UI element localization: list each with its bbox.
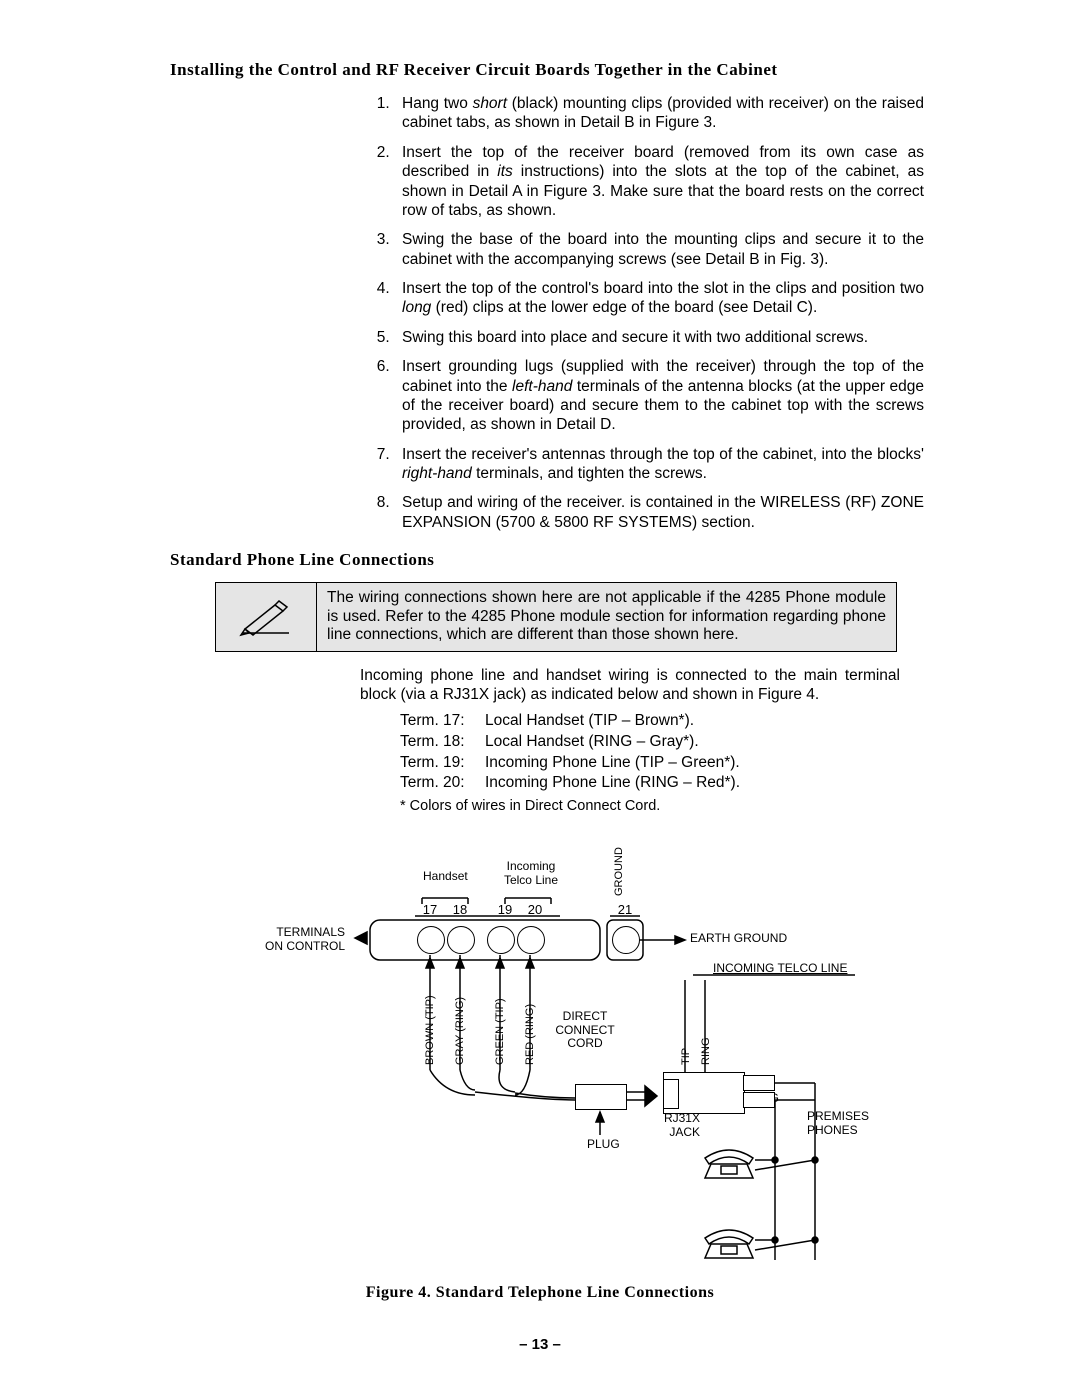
label-red: RED (RING) xyxy=(524,1004,536,1065)
footnote: * Colors of wires in Direct Connect Cord… xyxy=(400,798,910,814)
label-gray: GRAY (RING) xyxy=(454,997,466,1065)
label-green: GREEN (TIP) xyxy=(494,999,506,1066)
label-ground: GROUND xyxy=(613,847,625,896)
list-item: Insert the receiver's antennas through t… xyxy=(394,445,924,484)
term-num: 21 xyxy=(615,902,635,917)
label-handset: Handset xyxy=(423,870,468,883)
label-brown: BROWN (TIP) xyxy=(424,996,436,1066)
label-direct-connect: DIRECTCONNECTCORD xyxy=(555,1010,615,1050)
list-item: Insert the top of the control's board in… xyxy=(394,279,924,318)
page-number: – 13 – xyxy=(170,1336,910,1353)
document-page: Installing the Control and RF Receiver C… xyxy=(0,0,1080,1397)
list-item: Insert grounding lugs (supplied with the… xyxy=(394,357,924,435)
plug-box xyxy=(575,1084,627,1110)
label-earth-ground: EARTH GROUND xyxy=(690,932,787,945)
terminal-table: Term. 17:Local Handset (TIP – Brown*). T… xyxy=(400,711,910,795)
jack-ring-port xyxy=(743,1092,775,1108)
list-item: Swing the base of the board into the mou… xyxy=(394,230,924,269)
note-box: The wiring connections shown here are no… xyxy=(215,582,897,652)
jack-tip-port xyxy=(743,1075,775,1091)
list-item: Insert the top of the receiver board (re… xyxy=(394,143,924,221)
pencil-icon xyxy=(216,583,317,651)
intro-paragraph: Incoming phone line and handset wiring i… xyxy=(360,666,900,705)
term-num: 19 xyxy=(495,902,515,917)
label-incoming-telco: IncomingTelco Line xyxy=(501,860,561,886)
list-item: Hang two short (black) mounting clips (p… xyxy=(394,94,924,133)
term-num: 18 xyxy=(450,902,470,917)
table-row: Term. 17:Local Handset (TIP – Brown*). xyxy=(400,711,910,732)
install-steps-list: Hang two short (black) mounting clips (p… xyxy=(370,94,924,532)
section-heading-phone: Standard Phone Line Connections xyxy=(170,550,910,570)
rj31x-jack xyxy=(663,1072,745,1114)
figure-diagram: TERMINALSON CONTROL Handset IncomingTelc… xyxy=(215,840,865,1270)
term-num: 17 xyxy=(420,902,440,917)
label-premises: PREMISESPHONES xyxy=(807,1110,877,1136)
label-ring-in: RING xyxy=(700,1038,712,1066)
table-row: Term. 19:Incoming Phone Line (TIP – Gree… xyxy=(400,753,910,774)
label-tip-in: TIP xyxy=(680,1048,692,1065)
figure-caption: Figure 4. Standard Telephone Line Connec… xyxy=(170,1284,910,1302)
phone-icon xyxy=(699,1224,759,1260)
section-heading-install: Installing the Control and RF Receiver C… xyxy=(170,60,910,80)
term-num: 20 xyxy=(525,902,545,917)
table-row: Term. 18:Local Handset (RING – Gray*). xyxy=(400,732,910,753)
table-row: Term. 20:Incoming Phone Line (RING – Red… xyxy=(400,773,910,794)
label-incoming-line: INCOMING TELCO LINE xyxy=(713,962,847,975)
label-terminals-on-control: TERMINALSON CONTROL xyxy=(245,926,345,952)
list-item: Setup and wiring of the receiver. is con… xyxy=(394,493,924,532)
label-plug: PLUG xyxy=(587,1138,620,1151)
phone-icon xyxy=(699,1144,759,1180)
note-text: The wiring connections shown here are no… xyxy=(317,583,896,651)
list-item: Swing this board into place and secure i… xyxy=(394,328,924,347)
label-rj31x: RJ31XJACK xyxy=(655,1112,700,1138)
